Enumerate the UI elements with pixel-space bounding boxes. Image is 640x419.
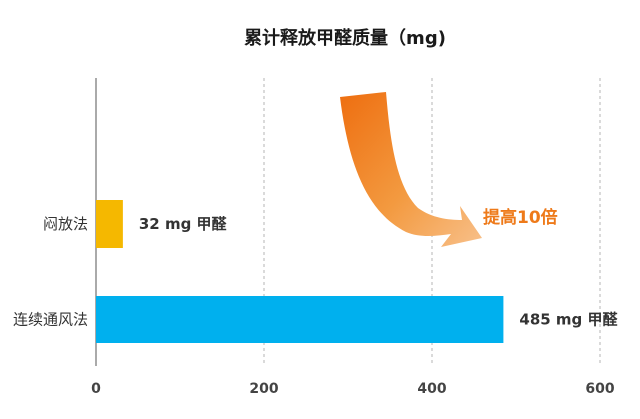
bar-0 — [96, 200, 123, 248]
increase-arrow-icon — [340, 92, 482, 247]
category-label-1: 连续通风法 — [13, 311, 88, 329]
data-label-0: 32 mg 甲醛 — [139, 215, 228, 233]
x-tick-label-3: 600 — [585, 381, 614, 397]
x-tick-label-0: 0 — [91, 381, 101, 397]
x-tick-label-2: 400 — [417, 381, 446, 397]
data-label-1: 485 mg 甲醛 — [519, 311, 618, 329]
annotation-label: 提高10倍 — [483, 207, 558, 228]
x-axis-ticks: 0 200 400 600 — [91, 381, 615, 397]
chart-title: 累计释放甲醛质量（mg) — [244, 27, 446, 49]
bar-1 — [96, 296, 504, 343]
x-tick-label-1: 200 — [249, 381, 278, 397]
category-label-0: 闷放法 — [43, 215, 88, 233]
